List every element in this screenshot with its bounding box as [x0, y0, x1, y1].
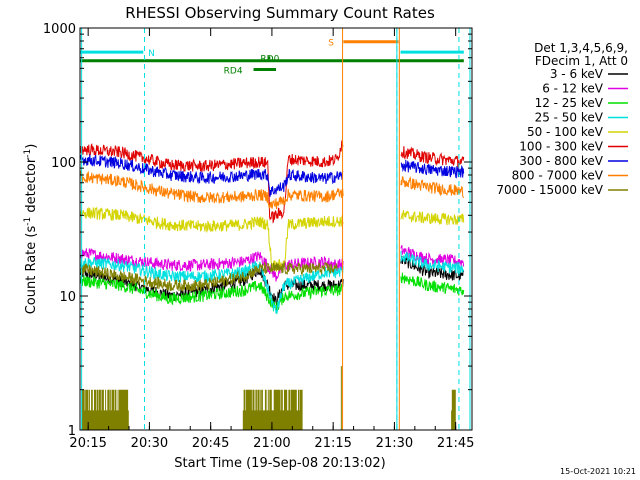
legend-label-4: 50 - 100 keV — [527, 125, 604, 139]
flag-label-0: N — [148, 49, 155, 59]
legend-label-8: 7000 - 15000 keV — [496, 183, 603, 197]
y-tick-label-0: 1 — [68, 424, 76, 439]
legend-label-1: 6 - 12 keV — [542, 82, 604, 96]
chart-title: RHESSI Observing Summary Count Rates — [125, 4, 435, 22]
legend-header-0: Det 1,3,4,5,6,9, — [534, 41, 628, 55]
plot-frame — [79, 27, 473, 431]
y-axis-label-sup1: -1 — [23, 217, 33, 226]
series-line-5 — [79, 140, 465, 224]
series-line-3 — [79, 250, 465, 315]
y-tick-label-2: 100 — [51, 156, 76, 171]
legend-label-3: 25 - 50 keV — [535, 111, 604, 125]
y-axis-label-part3: ) — [24, 144, 39, 149]
series-line-2 — [79, 272, 465, 314]
flag-bars: N RD0 RD4 S — [80, 39, 464, 77]
legend-label-7: 800 - 7000 keV — [512, 169, 604, 183]
x-tick-label-4: 21:15 — [314, 436, 351, 451]
low-count-block-0 — [81, 389, 129, 430]
low-count-block-1 — [242, 389, 303, 430]
y-axis: 1 10 100 1000 — [43, 22, 472, 439]
series-lines — [79, 28, 471, 430]
low-count-block-2 — [451, 389, 456, 430]
x-axis: 20:15 20:30 20:45 21:00 21:15 21:30 21:45 — [69, 28, 474, 451]
x-tick-label-1: 20:30 — [131, 436, 168, 451]
y-tick-label-1: 10 — [59, 290, 76, 305]
flag-label-4: RD4 — [224, 67, 243, 77]
x-tick-label-2: 20:45 — [192, 436, 229, 451]
x-tick-label-5: 21:30 — [376, 436, 413, 451]
series-line-6 — [79, 153, 465, 197]
series-line-0 — [79, 255, 465, 307]
y-axis-label-part1: Count Rate (s — [24, 226, 39, 315]
y-tick-label-3: 1000 — [43, 22, 76, 37]
series-line-7 — [79, 170, 465, 210]
flag-label-3: RD0 — [260, 55, 279, 65]
y-axis-label-part2: detector — [24, 157, 39, 217]
x-tick-label-3: 21:00 — [253, 436, 290, 451]
x-tick-label-6: 21:45 — [437, 436, 474, 451]
legend: Det 1,3,4,5,6,9,FDecim 1, Att 03 - 6 keV… — [496, 41, 628, 197]
legend-label-5: 100 - 300 keV — [519, 140, 603, 154]
y-axis-label-sup2: -1 — [23, 149, 33, 158]
timestamp: 15-Oct-2021 10:21 — [560, 467, 636, 476]
series-line-8 — [79, 261, 338, 292]
legend-label-6: 300 - 800 keV — [519, 154, 603, 168]
legend-header-1: FDecim 1, Att 0 — [535, 54, 628, 68]
x-tick-label-0: 20:15 — [69, 436, 106, 451]
series-line-4 — [79, 206, 465, 273]
legend-label-0: 3 - 6 keV — [550, 67, 604, 81]
y-axis-label: Count Rate (s-1 detector-1) — [23, 144, 39, 315]
x-axis-label: Start Time (19-Sep-08 20:13:02) — [174, 456, 385, 471]
legend-label-2: 12 - 25 keV — [535, 96, 604, 110]
flag-label-5: S — [328, 39, 334, 49]
